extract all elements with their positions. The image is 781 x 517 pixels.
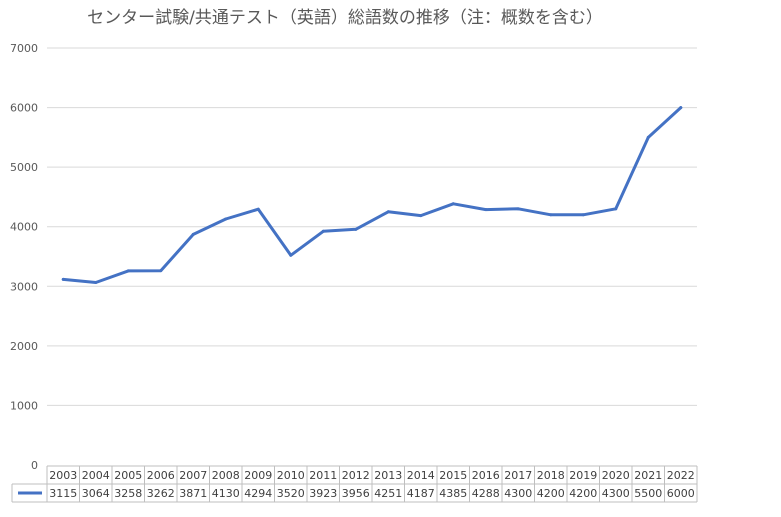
data-point [549,213,553,217]
x-category-label: 2003 [49,469,77,482]
data-table-value: 3956 [342,487,370,500]
y-tick-label: 7000 [10,42,38,55]
data-table-value: 4187 [407,487,435,500]
data-point [289,253,293,257]
y-tick-label: 5000 [10,161,38,174]
data-table-value: 4200 [569,487,597,500]
data-point [419,214,423,218]
data-table-value: 3262 [147,487,175,500]
x-category-label: 2018 [537,469,565,482]
x-category-label: 2004 [82,469,110,482]
data-point [354,227,358,231]
x-category-label: 2019 [569,469,597,482]
data-table-value: 3923 [309,487,337,500]
x-category-label: 2011 [309,469,337,482]
series-line [61,106,683,284]
x-category-label: 2012 [342,469,370,482]
x-category-label: 2014 [407,469,435,482]
data-point [191,232,195,236]
data-table-value: 3871 [179,487,207,500]
data-point [484,208,488,212]
data-table-value: 4251 [374,487,402,500]
chart-title: センター試験/共通テスト（英語）総語数の推移（注：概数を含む） [87,8,603,28]
data-table: 2003 2004 2005 2006 2007 2008 2009 2010 2011 2012… [11,465,698,503]
y-tick-label: 0 [31,459,38,472]
data-table-value: 5500 [634,487,662,500]
x-category-label: 2008 [212,469,240,482]
data-point [126,269,130,273]
data-point [614,207,618,211]
x-category-label: 2017 [504,469,532,482]
data-point [321,229,325,233]
series-lines [61,106,683,284]
data-point [581,213,585,217]
x-category-label: 2020 [602,469,630,482]
data-table-value: 3115 [49,487,77,500]
data-table-value: 3064 [82,487,110,500]
y-tick-label: 6000 [10,102,38,115]
data-table-value: 3258 [114,487,142,500]
data-point [451,202,455,206]
y-tick-label: 3000 [10,280,38,293]
data-table-value: 4200 [537,487,565,500]
data-table-value: 6000 [667,487,695,500]
data-point [516,207,520,211]
data-point [159,269,163,273]
gridlines [47,47,697,406]
data-table-value: 3520 [277,487,305,500]
data-point [386,210,390,214]
x-category-label: 2009 [244,469,272,482]
data-point [224,217,228,221]
data-table-value: 4300 [602,487,630,500]
x-category-label: 2010 [277,469,305,482]
y-tick-label: 2000 [10,340,38,353]
data-point [94,280,98,284]
data-table-value: 4294 [244,487,272,500]
y-axis-tick-labels: 0 1000 2000 3000 4000 5000 6000 7000 [10,42,38,472]
x-category-label: 2005 [114,469,142,482]
data-point [646,135,650,139]
x-category-label: 2021 [634,469,662,482]
x-category-label: 2022 [667,469,695,482]
data-table-value: 4385 [439,487,467,500]
y-tick-label: 1000 [10,399,38,412]
data-point [61,277,65,281]
x-category-label: 2015 [439,469,467,482]
data-table-value: 4130 [212,487,240,500]
x-category-label: 2006 [147,469,175,482]
y-tick-label: 4000 [10,221,38,234]
x-category-label: 2016 [472,469,500,482]
data-table-value: 4300 [504,487,532,500]
x-category-label: 2013 [374,469,402,482]
data-table-value: 4288 [472,487,500,500]
x-category-label: 2007 [179,469,207,482]
data-point [679,106,683,110]
data-point [256,207,260,211]
